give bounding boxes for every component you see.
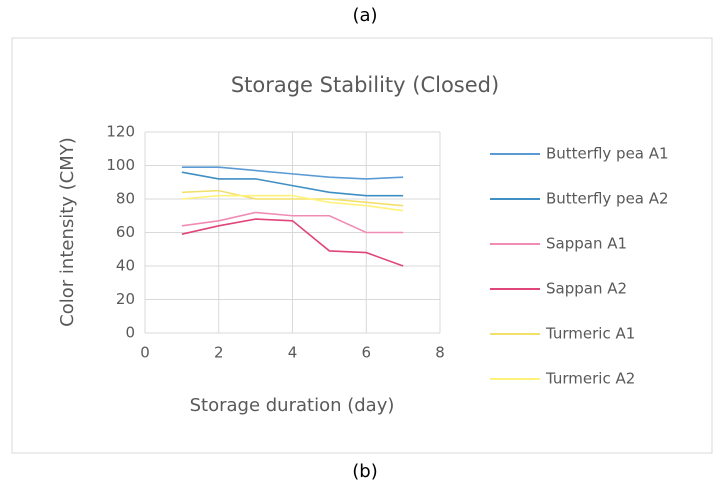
- y-tick-label: 60: [116, 223, 135, 241]
- legend-label: Sappan A2: [546, 280, 627, 298]
- x-tick-label: 8: [435, 344, 445, 362]
- legend-label: Butterfly pea A2: [546, 190, 669, 208]
- y-tick-label: 100: [106, 156, 135, 174]
- series-line: [181, 171, 404, 197]
- chart-frame: [11, 37, 713, 454]
- x-tick-label: 0: [140, 344, 150, 362]
- caption-top: (a): [352, 5, 377, 26]
- y-tick-label: 80: [116, 190, 135, 208]
- y-axis-label: Color intensity (CMY): [57, 137, 78, 327]
- y-tick-label: 20: [116, 290, 135, 308]
- legend-label: Turmeric A2: [545, 370, 635, 388]
- x-tick-label: 6: [361, 344, 371, 362]
- legend-label: Butterfly pea A1: [546, 145, 669, 163]
- chart-title: Storage Stability (Closed): [231, 73, 499, 97]
- x-tick-label: 2: [214, 344, 224, 362]
- series-line: [181, 194, 404, 212]
- series-line: [181, 189, 404, 207]
- x-axis-label: Storage duration (day): [190, 395, 395, 416]
- y-tick-label: 40: [116, 257, 135, 275]
- caption-bottom: (b): [352, 461, 377, 482]
- x-tick-label: 4: [288, 344, 298, 362]
- series-line: [181, 218, 404, 267]
- legend-label: Turmeric A1: [545, 325, 635, 343]
- legend-label: Sappan A1: [546, 235, 627, 253]
- y-tick-label: 120: [106, 123, 135, 141]
- y-tick-label: 0: [125, 324, 135, 342]
- series-line: [181, 211, 404, 234]
- series-line: [181, 166, 404, 180]
